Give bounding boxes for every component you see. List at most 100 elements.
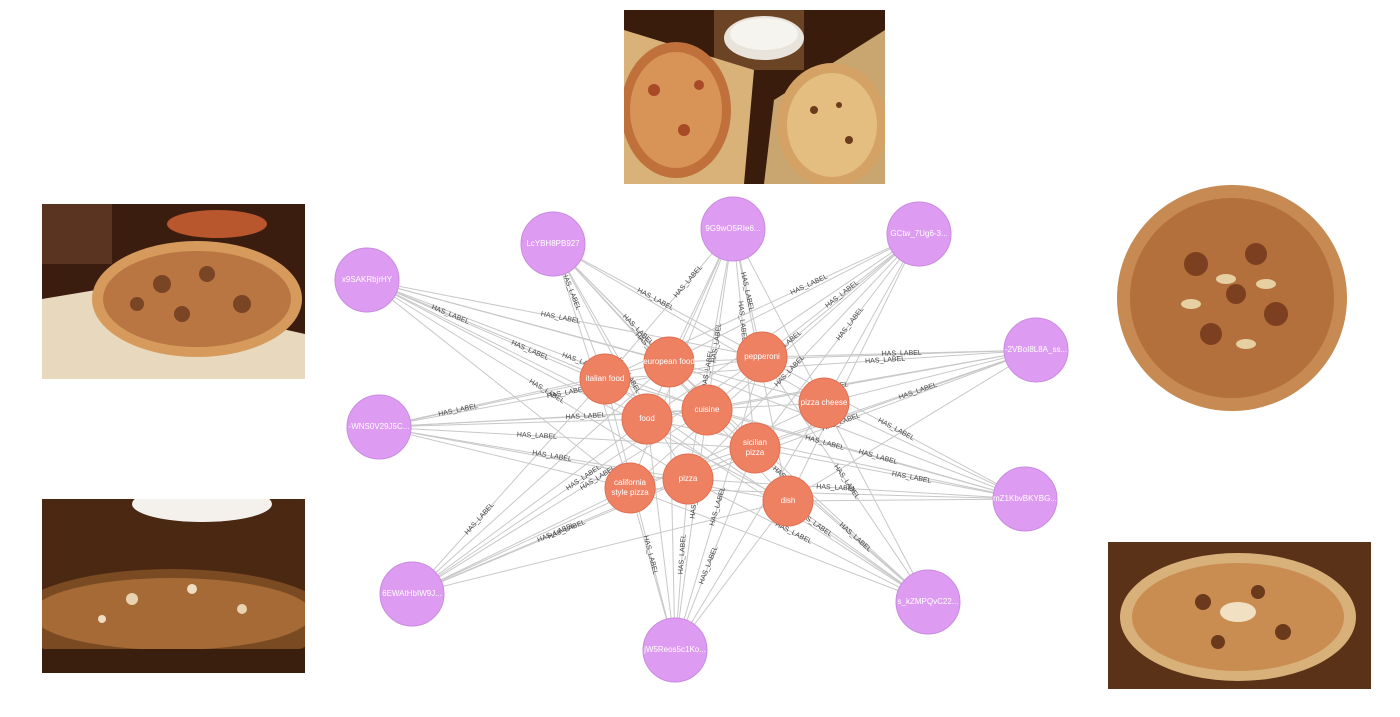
has-label-edge <box>761 356 929 603</box>
has-label-edge <box>366 279 606 380</box>
image-node-img4[interactable]: GCtw_7Ug6-3... <box>886 201 952 267</box>
has-label-edge <box>706 349 1037 411</box>
label-node-caption: cuisine <box>695 405 720 414</box>
edge-label: HAS_LABEL <box>532 450 573 464</box>
label-node-circle[interactable] <box>604 462 656 514</box>
pizza-photo-right-upper <box>1116 184 1348 413</box>
image-node-caption: -WNS0V29J5C... <box>349 422 410 431</box>
image-node-img9[interactable]: jW5Reos5c1Ko... <box>642 617 708 683</box>
image-node-circle[interactable] <box>1003 317 1069 383</box>
has-label-edge <box>646 233 920 420</box>
has-label-edge <box>674 447 756 651</box>
has-label-edge <box>732 228 825 404</box>
image-node-circle[interactable] <box>992 466 1058 532</box>
label-node-caption: european food <box>643 357 695 366</box>
image-node-circle[interactable] <box>379 561 445 627</box>
edge-label: HAS_LABEL <box>678 534 688 575</box>
label-node-pizzacheese[interactable]: pizza cheese <box>798 377 850 429</box>
image-node-circle[interactable] <box>346 394 412 460</box>
edge-label: HAS_LABEL <box>891 471 932 485</box>
has-label-edge <box>674 356 763 651</box>
has-label-edge <box>761 356 1026 500</box>
has-label-edge <box>674 409 708 651</box>
has-label-edge <box>378 402 825 428</box>
label-node-caption: pizza cheese <box>801 398 848 407</box>
image-node-img6[interactable]: -WNS0V29J5C... <box>346 394 412 460</box>
has-label-edge <box>366 279 708 411</box>
label-node-circle[interactable] <box>798 377 850 429</box>
image-node-circle[interactable] <box>642 617 708 683</box>
label-node-circle[interactable] <box>681 384 733 436</box>
has-label-edge <box>706 233 920 411</box>
image-node-caption: GCtw_7Ug6-3... <box>890 229 947 238</box>
label-node-circle[interactable] <box>579 353 631 405</box>
image-node-img8[interactable]: 6EWAtHbIW9J... <box>379 561 445 627</box>
edge-label: HAS_LABEL <box>882 350 922 358</box>
image-node-caption: s_kZMPQvC22... <box>898 597 959 606</box>
edge-label: HAS_LABEL <box>832 464 860 501</box>
label-node-california[interactable]: california style pizza <box>604 462 656 514</box>
has-label-edge <box>411 487 631 595</box>
has-label-edge <box>378 418 648 428</box>
label-node-sicilian[interactable]: sicilian pizza <box>729 422 781 474</box>
label-node-dish[interactable]: dish <box>762 475 814 527</box>
edge-label: HAS_LABEL <box>673 264 704 299</box>
label-node-circle[interactable] <box>662 453 714 505</box>
has-label-edge <box>366 279 689 480</box>
edge-label: HAS_LABEL <box>877 417 916 442</box>
has-label-edge <box>629 487 929 603</box>
image-node-caption: 9G9wO5RIe6... <box>705 224 760 233</box>
edge-label: HAS_LABEL <box>736 301 747 342</box>
image-node-circle[interactable] <box>520 211 586 277</box>
edge-label: HAS_LABEL <box>438 403 479 418</box>
image-node-img10[interactable]: s_kZMPQvC22... <box>895 569 961 635</box>
label-node-circle[interactable] <box>729 422 781 474</box>
has-label-edge <box>646 228 734 420</box>
has-label-edge <box>761 349 1037 358</box>
label-node-circle[interactable] <box>736 331 788 383</box>
edge-label: HAS_LABEL <box>858 448 899 466</box>
label-node-caption: italian food <box>586 374 625 383</box>
image-node-circle[interactable] <box>334 247 400 313</box>
label-node-circle[interactable] <box>621 393 673 445</box>
has-label-edge <box>411 418 648 595</box>
has-label-edge <box>787 233 920 502</box>
image-node-circle[interactable] <box>895 569 961 635</box>
image-node-img5[interactable]: -2VBoI8L8A_ss... <box>1003 317 1069 383</box>
label-node-cuisine[interactable]: cuisine <box>681 384 733 436</box>
has-label-edge <box>787 349 1037 502</box>
has-label-edge <box>668 233 920 363</box>
has-label-edge <box>378 426 789 502</box>
image-node-img3[interactable]: 9G9wO5RIe6... <box>700 196 766 262</box>
image-node-img1[interactable]: x9SAKRbjrHY <box>334 247 400 313</box>
label-node-food[interactable]: food <box>621 393 673 445</box>
image-node-img7[interactable]: mZ1KbvBKYBG... <box>992 466 1058 532</box>
label-node-caption: sicilian pizza <box>743 438 767 457</box>
label-node-pizza[interactable]: pizza <box>662 453 714 505</box>
pizza-photo-left-upper <box>42 204 305 379</box>
pizza-photo-left-lower <box>42 499 305 673</box>
has-label-edge <box>604 378 676 651</box>
image-node-circle[interactable] <box>700 196 766 262</box>
pizza-photo-right-lower <box>1108 542 1371 689</box>
has-label-edge <box>366 279 763 358</box>
image-node-circle[interactable] <box>886 201 952 267</box>
image-node-img2[interactable]: LcYBH8PB927 <box>520 211 586 277</box>
node-layer: italian food european food pepperoni food cu… <box>334 196 1069 683</box>
has-label-edge <box>604 228 734 380</box>
label-node-pepperoni[interactable]: pepperoni <box>736 331 788 383</box>
has-label-edge <box>378 426 756 449</box>
edge-label: HAS_LABEL <box>464 502 496 537</box>
label-node-circle[interactable] <box>643 336 695 388</box>
edge-label: HAS_LABEL <box>565 412 605 421</box>
has-label-edge <box>411 500 789 595</box>
label-node-italian[interactable]: italian food <box>579 353 631 405</box>
label-node-caption: pizza <box>679 474 698 483</box>
has-label-edge <box>411 361 670 595</box>
label-node-european[interactable]: european food <box>643 336 695 388</box>
has-label-edge <box>552 243 648 420</box>
has-label-edge <box>787 498 1026 502</box>
label-node-circle[interactable] <box>762 475 814 527</box>
has-label-edge <box>552 243 825 404</box>
